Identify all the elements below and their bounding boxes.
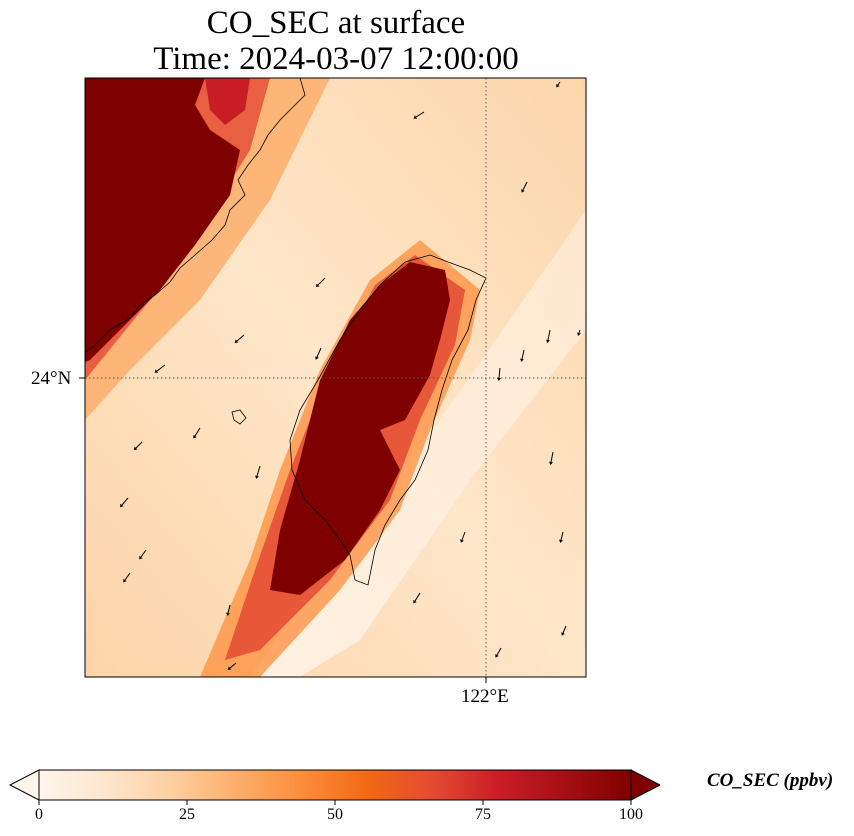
wind-arrow-shaft [316, 347, 322, 358]
wind-arrow-head [497, 377, 501, 381]
wind-arrow-shaft [557, 81, 561, 86]
wind-arrow-head [559, 539, 563, 543]
colorbar-tick-label: 50 [327, 806, 343, 823]
taiwan-coastline [289, 254, 487, 586]
wind-arrow-shaft [140, 549, 147, 558]
wind-arrow-shaft [121, 497, 129, 506]
wind-arrow-head [577, 332, 581, 336]
wind-arrow-head [133, 446, 138, 451]
colorbar-tick-label: 100 [619, 806, 643, 823]
map-plot [79, 77, 587, 683]
wind-arrow-shaft [256, 465, 261, 477]
wind-arrow-head [556, 83, 560, 88]
taiwan-plume-core [270, 262, 450, 595]
wind-arrow-shaft [135, 441, 143, 449]
map-title-line-1: CO_SEC at surface [206, 5, 466, 41]
wind-arrow-shaft [560, 531, 564, 541]
wind-arrow-head [315, 283, 320, 288]
wind-arrow-head [495, 654, 499, 658]
longitude-tick-label: 122°E [461, 686, 509, 707]
wind-arrow-head [154, 369, 159, 373]
penghu-islands [231, 409, 247, 425]
wind-arrow-head [227, 666, 232, 670]
wind-arrow-shaft [578, 329, 581, 334]
wind-arrow-head [520, 358, 524, 362]
wind-arrow-shaft [227, 604, 231, 614]
wind-arrow-head [193, 434, 197, 439]
wind-arrow-shaft [547, 329, 551, 341]
colorbar-tick-label: 75 [475, 806, 491, 823]
map-title-line-2: Time: 2024-03-07 12:00:00 [153, 41, 519, 77]
wind-arrow-shaft [317, 277, 326, 286]
wind-vectors [120, 81, 581, 670]
colorbar-tick-label: 0 [35, 806, 43, 823]
wind-arrow-head [546, 339, 550, 343]
wind-arrow-head [549, 461, 553, 465]
wind-arrow-shaft [414, 592, 421, 602]
colorbar [8, 769, 660, 805]
wind-arrow-head [521, 189, 525, 193]
wind-arrow-shaft [124, 572, 131, 581]
latitude-tick-label: 24°N [31, 368, 72, 389]
wind-arrow-head [139, 555, 143, 560]
wind-arrow-shaft [156, 364, 166, 372]
wind-arrow-head [226, 612, 230, 616]
wind-arrow-head [561, 632, 565, 636]
colorbar-extend-high [630, 769, 660, 801]
wind-arrow-shaft [522, 181, 528, 191]
colorbar-bar [38, 769, 632, 801]
wind-arrow-shaft [194, 427, 201, 437]
mainland-plume [85, 78, 240, 362]
wind-arrow-head [255, 475, 259, 479]
wind-arrow-shaft [496, 647, 502, 656]
wind-arrow-shaft [236, 334, 245, 342]
wind-arrow-head [123, 578, 127, 583]
wind-arrow-shaft [562, 625, 567, 634]
wind-arrow-shaft [461, 531, 466, 541]
mainland-coastline [85, 78, 306, 353]
wind-arrow-head [120, 503, 124, 508]
wind-arrow-head [315, 356, 319, 360]
wind-arrow-shaft [521, 349, 525, 360]
wind-arrow-head [413, 115, 418, 119]
colorbar-title: CO_SEC (ppbv) [707, 770, 834, 791]
wind-arrow-shaft [415, 111, 425, 118]
wind-arrow-shaft [498, 367, 501, 379]
wind-arrow-head [413, 599, 417, 604]
wind-arrow-shaft [229, 662, 237, 669]
wind-arrow-head [234, 339, 239, 343]
wind-arrow-shaft [550, 451, 554, 463]
colorbar-tick-label: 25 [179, 806, 195, 823]
colorbar-extend-low [8, 769, 40, 801]
wind-arrow-head [460, 539, 464, 543]
mainland-plume-blocks [205, 78, 250, 125]
